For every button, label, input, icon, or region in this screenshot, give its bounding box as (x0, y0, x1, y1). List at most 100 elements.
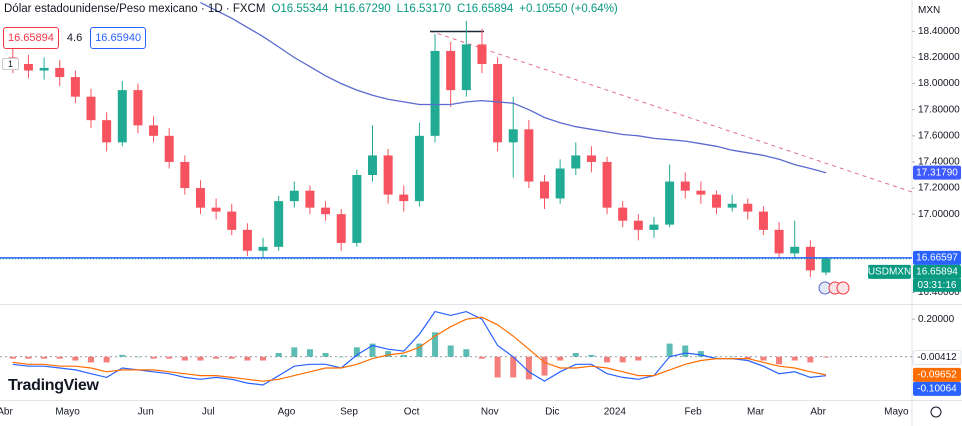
histogram-bar (275, 353, 282, 357)
histogram-bar (697, 351, 704, 357)
price-badge (913, 381, 961, 396)
candle-body (508, 129, 518, 143)
symbol-title[interactable]: Dólar estadounidense/Peso mexicano · 1D … (4, 3, 266, 15)
candle-body (477, 44, 487, 64)
histogram-bar (400, 354, 407, 357)
histogram-bar (353, 347, 360, 357)
settings-icon[interactable] (930, 406, 942, 418)
histogram-bar (760, 356, 767, 361)
candle-body (727, 203, 737, 208)
histogram-bar (88, 356, 95, 363)
candle-body (367, 155, 377, 176)
candle-body (696, 190, 706, 195)
histogram-bar (260, 356, 267, 361)
x-tick-label: Nov (481, 407, 499, 418)
candle-body (305, 190, 315, 208)
price-badge (912, 350, 962, 366)
candle-body (758, 211, 768, 230)
ohlc-low: L16.53170 (396, 3, 452, 15)
candle-body (117, 90, 127, 143)
y-tick-label: 17.20000 (918, 183, 960, 194)
candle-body (86, 96, 96, 121)
price-badge-label: 16.65894 (916, 266, 958, 277)
histogram-bar (228, 356, 235, 359)
candle-body (665, 181, 675, 225)
buy-button[interactable]: 16.65940 (90, 27, 147, 49)
logo: TradingView (8, 377, 99, 394)
histogram-bar (619, 356, 626, 363)
histogram-bar (510, 356, 517, 378)
histogram-bar (119, 354, 126, 357)
histogram-bar (56, 356, 63, 359)
histogram-bar (682, 345, 689, 357)
histogram-bar (807, 356, 814, 363)
candle-body (540, 181, 550, 199)
candle-body (70, 77, 80, 97)
candle-body (336, 214, 346, 243)
candle-body (461, 44, 471, 91)
histogram-bar (744, 356, 751, 359)
histogram-bar (478, 356, 485, 359)
histogram-bar (213, 356, 220, 359)
histogram-bar (134, 356, 141, 358)
histogram-bar (244, 356, 251, 361)
histogram-bar (150, 356, 157, 359)
y-tick-label: 17.40000 (918, 157, 960, 168)
ohlc-close: C16.65894 (457, 3, 514, 15)
candle-body (102, 120, 112, 143)
ohlc-high: H16.67290 (334, 3, 391, 15)
histogram-bar (525, 356, 532, 380)
spread: 4.6 (66, 32, 83, 44)
candle-body (195, 188, 205, 208)
candle-body (133, 90, 143, 126)
price-badge-label: -0.09652 (917, 370, 957, 381)
histogram-bar (729, 356, 736, 358)
countdown-badge (913, 278, 961, 292)
candle-body (352, 175, 362, 243)
x-tick-label: Mar (747, 407, 765, 418)
candle-body (586, 155, 596, 162)
candle-body (743, 203, 753, 212)
histogram-bar (541, 356, 548, 376)
y-tick-label: 16.40000 (918, 287, 960, 298)
histogram-bar (385, 351, 392, 357)
histogram-bar (25, 356, 32, 359)
candle-body (446, 50, 456, 91)
currency[interactable]: MXN (918, 5, 941, 16)
histogram-bar (181, 356, 188, 361)
price-badge-label: 17.31790 (916, 167, 958, 178)
candle-body (774, 229, 784, 254)
signal-line (12, 316, 827, 382)
candle-body (55, 67, 65, 78)
symbol-tag (868, 264, 911, 279)
countdown: 03:31:16 (918, 280, 957, 291)
price-badge-label: 16.66597 (916, 252, 958, 263)
legend-bar: Dólar estadounidense/Peso mexicano · 1D … (4, 3, 618, 15)
histogram-bar (338, 356, 345, 358)
x-tick-label: Oct (404, 407, 420, 418)
histogram-bar (306, 349, 313, 357)
histogram-bar (635, 356, 642, 361)
histogram-bar (447, 345, 454, 357)
x-tick-label: Abr (0, 407, 13, 418)
sell-button[interactable]: 16.65894 (3, 27, 59, 49)
candle-body (524, 129, 534, 182)
y-tick-label: 18.40000 (918, 26, 960, 37)
candle-body (39, 67, 49, 71)
x-tick-label: Mayo (55, 407, 80, 418)
price-badge-label: -0.10064 (917, 384, 957, 395)
y-tick-label: 17.60000 (918, 130, 960, 141)
x-tick-label: Dic (545, 407, 559, 418)
price-badge (913, 165, 961, 180)
indicator-toggle[interactable]: 1 (2, 58, 20, 70)
histogram-bar (494, 356, 501, 378)
price-badge (913, 264, 961, 279)
candle-body (23, 63, 33, 71)
histogram-bar (416, 343, 423, 357)
plot: Abr Mayo Jun Jul Ago Sep Oct Nov Dic 2024 Feb Mar Ab… (0, 2, 962, 418)
candle-body (649, 224, 659, 230)
ohlc-change: +0.10550 (+0.64%) (519, 3, 618, 15)
candle-body (712, 194, 722, 208)
y-tick-label: 0.20000 (918, 314, 955, 325)
